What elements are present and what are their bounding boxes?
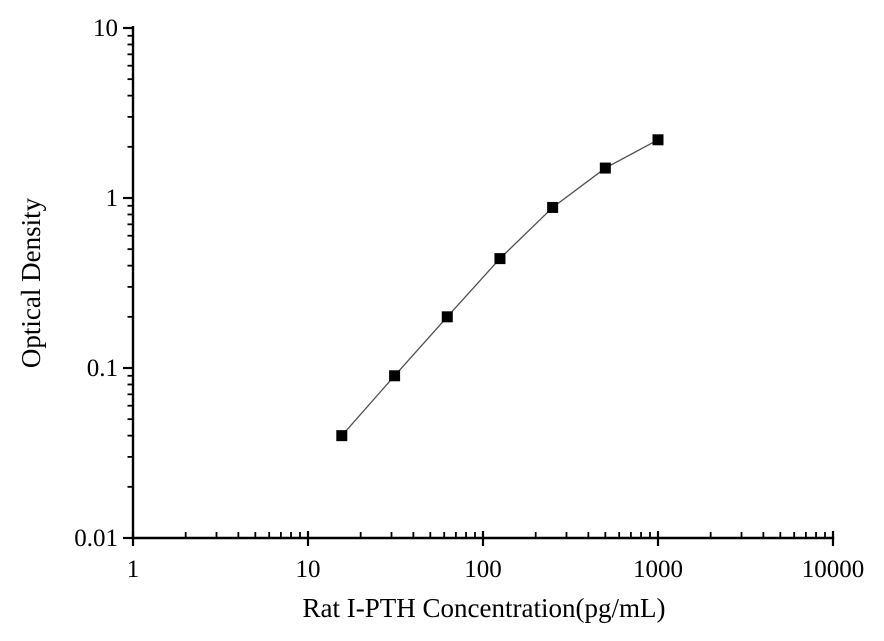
- axis-lines: [131, 26, 835, 540]
- data-point-marker: [494, 253, 506, 265]
- x-axis-title: Rat I-PTH Concentration(pg/mL): [303, 593, 666, 623]
- data-point-marker: [336, 430, 348, 442]
- x-tick-label-1: 1: [127, 556, 140, 583]
- series-line-standard-curve: [341, 139, 659, 437]
- data-point-marker: [547, 201, 559, 213]
- data-point-marker: [389, 370, 401, 382]
- data-series: [336, 134, 664, 442]
- data-point-marker: [599, 162, 611, 174]
- data-point-marker: [441, 311, 453, 323]
- x-tick-label-10000: 10000: [802, 556, 865, 583]
- y-tick-label-1: 1: [106, 185, 119, 212]
- y-tick-label-10: 10: [93, 15, 118, 42]
- data-point-marker: [652, 134, 664, 146]
- x-tick-label-10: 10: [296, 556, 321, 583]
- tick-labels: 1 10 100 1000 10000 0.01 0.1 1 10: [74, 15, 864, 583]
- y-axis-title: Optical Density: [16, 197, 46, 368]
- x-tick-label-1000: 1000: [633, 556, 683, 583]
- y-tick-label-0.1: 0.1: [87, 355, 118, 382]
- x-tick-label-100: 100: [464, 556, 502, 583]
- axis-ticks: [123, 26, 835, 546]
- y-tick-label-0.01: 0.01: [74, 525, 118, 552]
